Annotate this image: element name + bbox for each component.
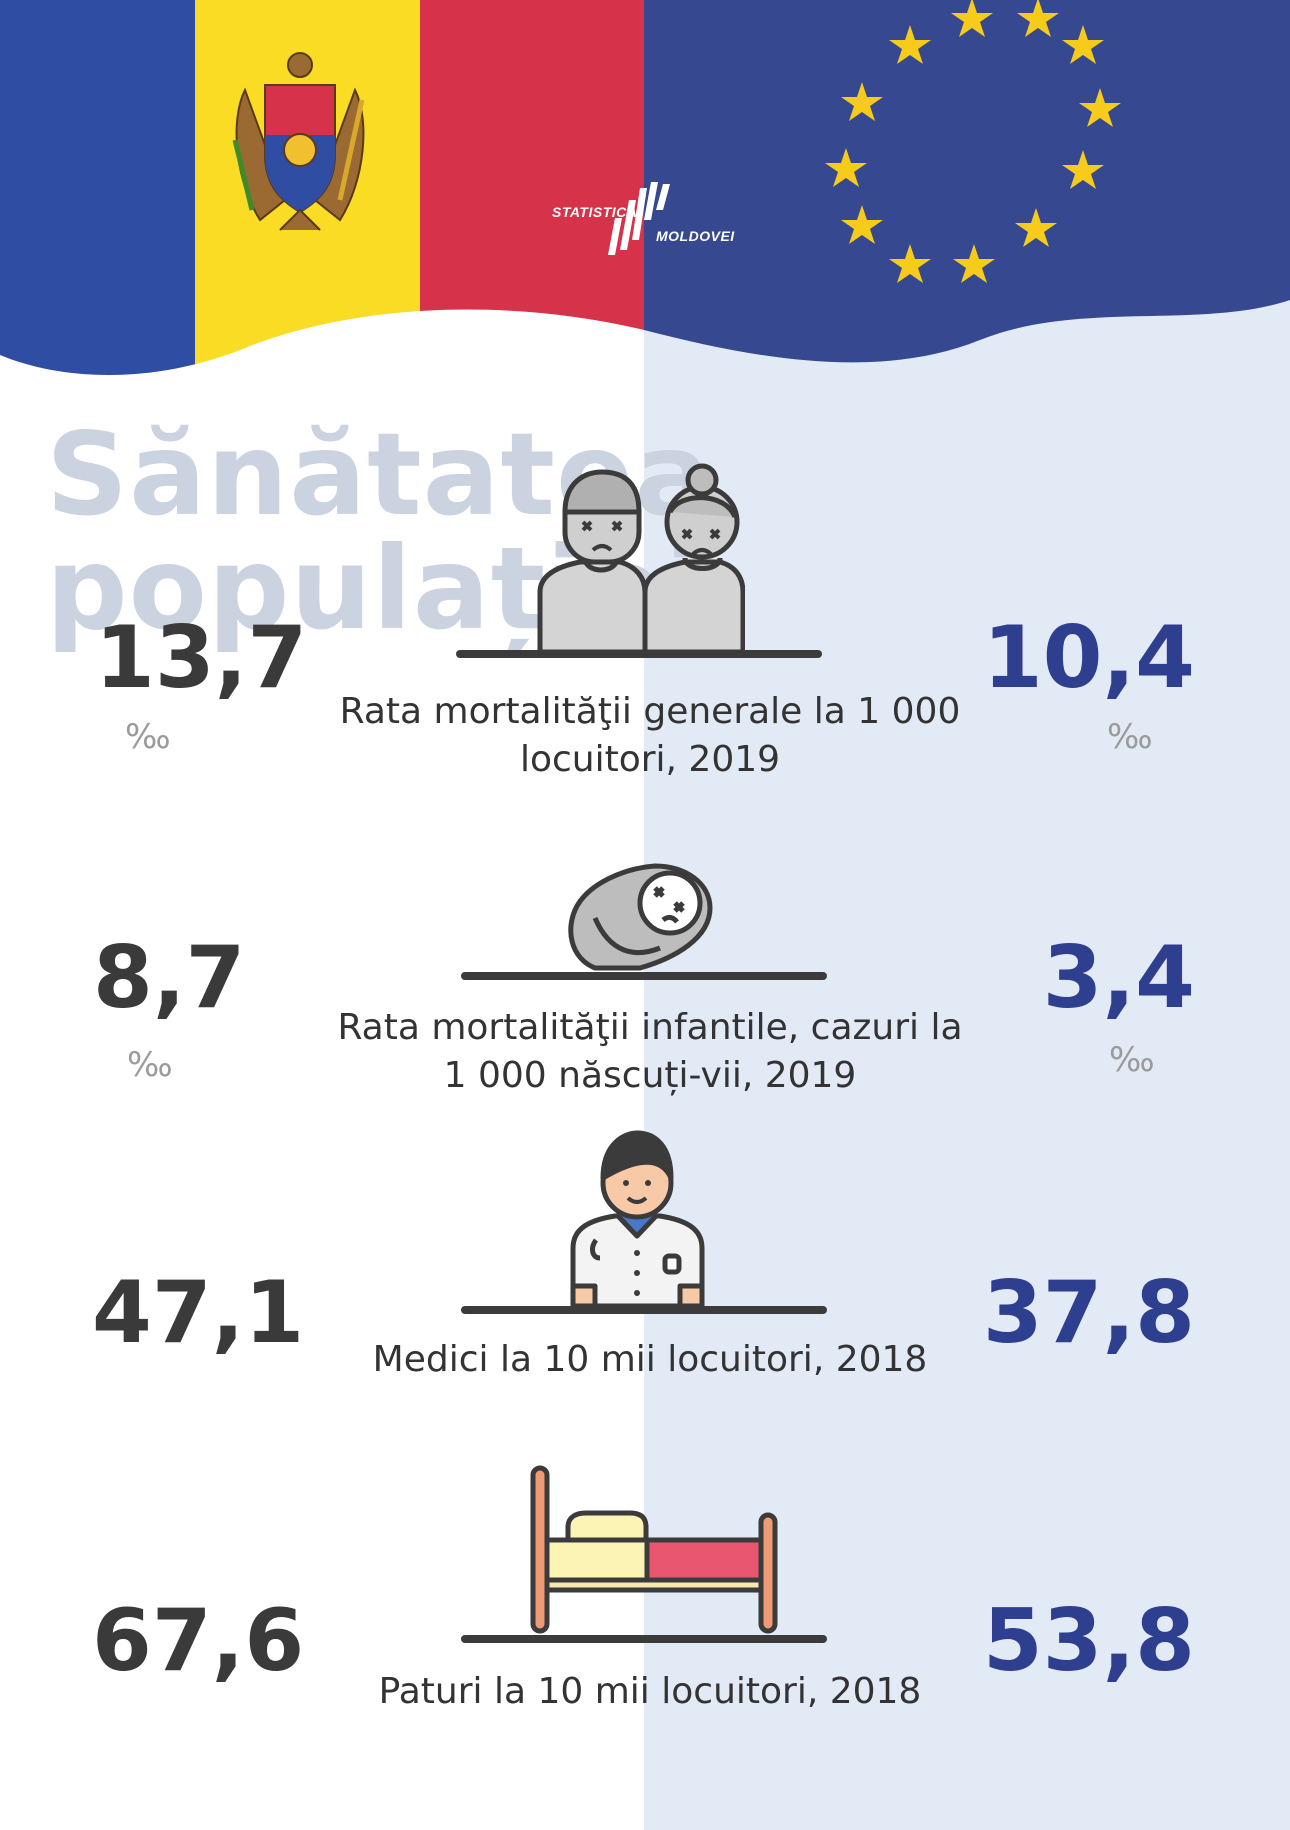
eu-flag-field <box>644 0 1290 375</box>
indicator-divider <box>461 1306 827 1314</box>
eu-stars <box>825 0 1121 283</box>
left-unit: ‰ <box>127 1045 173 1085</box>
indicator-divider <box>461 1635 827 1643</box>
eu-star-icon <box>953 244 995 283</box>
elderly-couple-icon <box>537 463 745 655</box>
right-unit: ‰ <box>1109 1040 1155 1080</box>
coat-of-arms-icon <box>232 52 365 231</box>
eu-star-icon <box>1079 88 1121 127</box>
left-value: 8,7 <box>93 928 246 1028</box>
left-value: 67,6 <box>92 1591 305 1691</box>
left-value: 13,7 <box>95 608 308 708</box>
statistica-moldovei-logo: STATISTICA MOLDOVEI <box>552 180 737 260</box>
right-value: 53,8 <box>982 1591 1195 1691</box>
right-value: 3,4 <box>1042 928 1195 1028</box>
eu-star-icon <box>1017 0 1059 37</box>
eu-star-icon <box>825 148 867 187</box>
left-unit: ‰ <box>125 717 171 757</box>
logo-text-moldovei: MOLDOVEI <box>656 228 735 244</box>
eu-star-icon <box>1062 25 1104 64</box>
indicator-label: Rata mortalităţii infantile, cazuri la 1… <box>337 1007 963 1096</box>
eu-star-icon <box>889 25 931 64</box>
indicator-label: Paturi la 10 mii locuitori, 2018 <box>378 1671 922 1712</box>
eu-star-icon <box>841 82 883 121</box>
eu-star-icon <box>889 244 931 283</box>
right-value: 10,4 <box>982 608 1195 708</box>
right-value: 37,8 <box>982 1263 1195 1363</box>
indicator-divider <box>456 650 822 658</box>
eu-star-icon <box>1062 150 1104 189</box>
logo-text-statistica: STATISTICA <box>552 204 638 220</box>
hospital-bed-icon <box>530 1465 778 1634</box>
right-unit: ‰ <box>1107 717 1153 757</box>
eu-star-icon <box>951 0 993 37</box>
flags-banner <box>0 0 1290 375</box>
swaddled-baby-icon <box>568 863 713 971</box>
indicator-label: Rata mortalităţii generale la 1 000 locu… <box>339 691 961 780</box>
indicator-label: Medici la 10 mii locuitori, 2018 <box>372 1339 928 1380</box>
indicator-divider <box>461 972 827 980</box>
eu-star-icon <box>1015 208 1057 247</box>
logo-bars-icon <box>608 182 670 255</box>
eu-star-icon <box>841 205 883 244</box>
left-value: 47,1 <box>92 1263 305 1363</box>
md-flag-blue-stripe <box>0 0 195 375</box>
doctor-icon <box>570 1130 705 1309</box>
